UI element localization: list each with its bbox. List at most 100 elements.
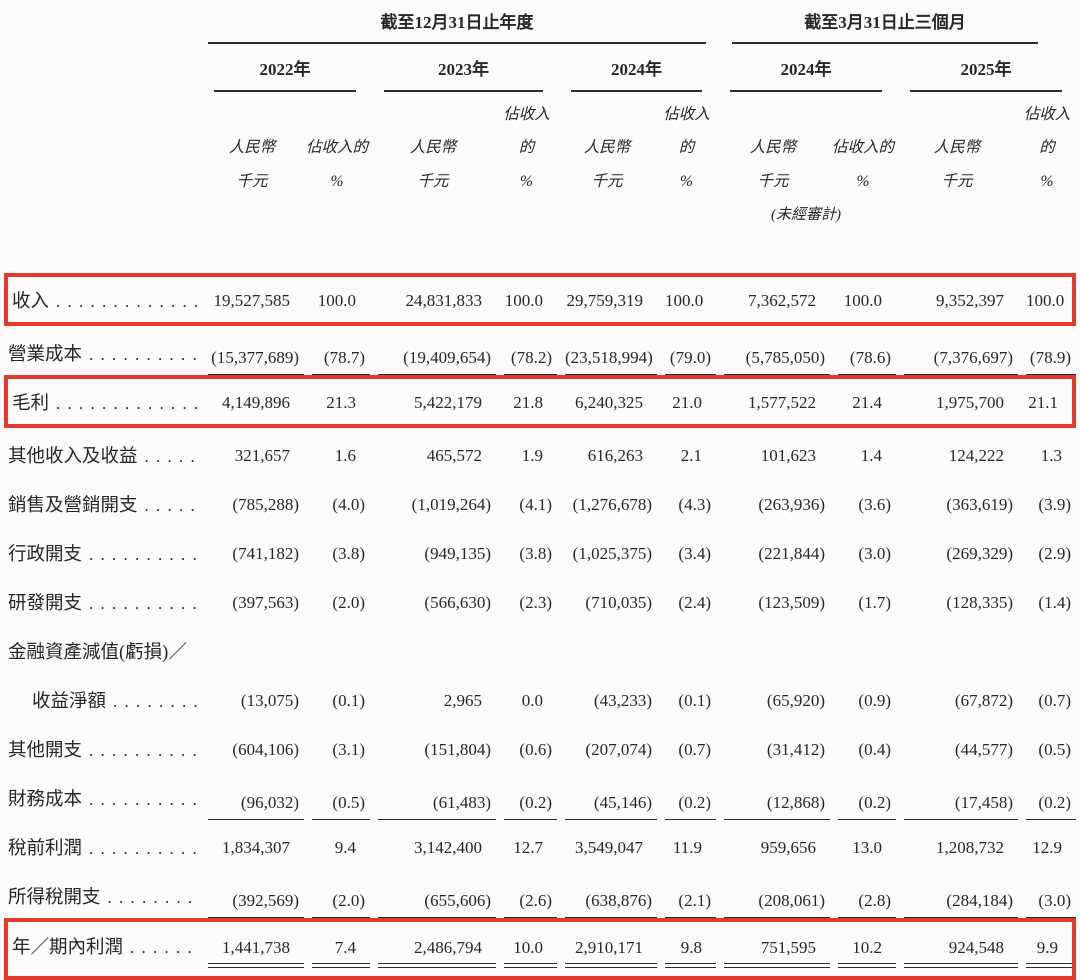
pct-cell: 21.3 <box>304 374 370 428</box>
row-label: 年／期內利潤 . . . . . . . . . . . . . . . . . … <box>4 917 200 980</box>
double-rule <box>565 962 657 968</box>
amount-cell: 2,910,171 <box>557 917 657 980</box>
amount-cell: 465,572 <box>426 445 482 465</box>
pct-cell: 1.6 <box>334 445 356 465</box>
pct-cell: 10.2 <box>830 917 896 980</box>
year-row: 2022年 2023年 2024年 2024年 2025年 <box>4 44 1076 92</box>
amount-cell: (123,509) <box>758 592 825 612</box>
pct-cell: (4.1) <box>519 494 552 514</box>
row-label-text: 營業成本 <box>8 344 83 365</box>
col-group-quarterly-title: 截至3月31日止三個月 <box>732 8 1038 44</box>
row-label-text: 行政開支 <box>8 544 83 565</box>
pct-cell: (0.1) <box>678 690 711 710</box>
pct-cell: 12.9 <box>1032 837 1062 857</box>
amount-cell: 924,548 <box>896 917 1018 980</box>
pct-cell: 1.9 <box>521 445 543 465</box>
pct-cell: 100.0 <box>830 272 896 326</box>
table-body: 收入 . . . . . . . . . . . . . . . . . . . … <box>4 272 1076 980</box>
table-row: 其他開支 . . . . . . . . . . . . . . . . . . … <box>4 722 1076 771</box>
amount-cell: (19,409,654) <box>370 326 496 375</box>
year-header-2024-q1: 2024年 <box>716 44 896 92</box>
pct-cell: (3.8) <box>332 543 365 563</box>
row-label: 稅前利潤 . . . . . . . . . . . . . . . . . . … <box>4 820 200 869</box>
corner-cell <box>4 92 200 200</box>
amount-cell: (566,630) <box>424 592 491 612</box>
amount-header: 人民幣 千元 <box>583 139 631 190</box>
pct-cell: 12.7 <box>513 837 543 857</box>
amount-cell: 6,240,325 <box>557 374 657 428</box>
pct-cell: (4.0) <box>332 494 365 514</box>
pct-cell: (0.7) <box>1038 690 1071 710</box>
amount-cell: (65,920) <box>766 690 825 710</box>
pct-cell: (2.3) <box>519 592 552 612</box>
amount-cell: (1,019,264) <box>411 494 491 514</box>
pct-cell: (0.1) <box>332 690 365 710</box>
amount-cell: (949,135) <box>424 543 491 563</box>
amount-header: 人民幣 千元 <box>749 139 797 190</box>
dot-leader: . . . . . . . . . . . . . . . . . . . . … <box>56 291 198 311</box>
table-row: 年／期內利潤 . . . . . . . . . . . . . . . . . … <box>4 917 1076 980</box>
double-rule <box>208 962 304 968</box>
row-label: 行政開支 . . . . . . . . . . . . . . . . . . … <box>4 526 200 575</box>
amount-cell: (269,329) <box>946 543 1013 563</box>
amount-cell: 3,549,047 <box>575 837 643 857</box>
corner-cell <box>4 44 200 92</box>
table-row: 研發開支 . . . . . . . . . . . . . . . . . . … <box>4 575 1076 624</box>
table-row: 其他收入及收益 . . . . . . . . . . . . . . . . .… <box>4 428 1076 477</box>
percent-header: 佔收入的% <box>305 139 368 190</box>
row-label: 金融資產減值(虧損)／ <box>4 624 200 673</box>
amount-cell: (96,032) <box>200 771 304 820</box>
pct-cell: (2.0) <box>332 592 365 612</box>
double-rule <box>312 962 370 968</box>
amount-cell: (31,412) <box>766 739 825 759</box>
pct-cell: 9.9 <box>1018 917 1076 980</box>
amount-cell: (151,804) <box>424 739 491 759</box>
dot-leader: . . . . . . . . . . . . . . . . . . . . … <box>130 937 198 957</box>
pct-cell: 9.4 <box>334 837 356 857</box>
amount-header: 人民幣 千元 <box>409 139 457 190</box>
amount-cell: (15,377,689) <box>200 326 304 375</box>
amount-cell: 24,831,833 <box>370 272 496 326</box>
table-row: 行政開支 . . . . . . . . . . . . . . . . . . … <box>4 526 1076 575</box>
amount-header: 人民幣 千元 <box>228 139 276 190</box>
year-header-2025-q1: 2025年 <box>896 44 1076 92</box>
amount-cell: 101,623 <box>760 445 816 465</box>
amount-cell: 7,362,572 <box>716 272 830 326</box>
amount-cell: 29,759,319 <box>557 272 657 326</box>
pct-cell: (78.7) <box>304 326 370 375</box>
pct-cell: 13.0 <box>852 837 882 857</box>
amount-cell: 1,834,307 <box>222 837 290 857</box>
corner-cell <box>4 8 200 44</box>
double-rule <box>838 962 896 968</box>
amount-cell: 1,208,732 <box>936 837 1004 857</box>
double-rule <box>724 962 830 968</box>
amount-cell: (23,518,994) <box>557 326 657 375</box>
pct-cell <box>496 624 557 673</box>
pct-cell: (0.5) <box>1038 739 1071 759</box>
pct-cell: 21.4 <box>830 374 896 428</box>
table-row: 金融資產減值(虧損)／ <box>4 624 1076 673</box>
col-group-annual: 截至12月31日止年度 <box>200 8 716 44</box>
amount-cell: 9,352,397 <box>896 272 1018 326</box>
amount-cell <box>200 624 304 673</box>
row-label-text: 收益淨額 <box>32 691 107 712</box>
table-row: 所得稅開支. . . . . . . . . . . . . . . . . .… <box>4 869 1076 918</box>
pct-cell: 21.0 <box>657 374 716 428</box>
pct-cell: (0.7) <box>678 739 711 759</box>
pct-cell: (0.6) <box>519 739 552 759</box>
amount-cell <box>370 624 496 673</box>
amount-cell: 2,486,794 <box>370 917 496 980</box>
pct-cell: 100.0 <box>496 272 557 326</box>
dot-leader: . . . . . . . . . . . . . . . . . . . . … <box>89 344 198 364</box>
row-label-text: 金融資產減值(虧損)／ <box>8 642 187 663</box>
amount-cell: (392,569) <box>200 869 304 918</box>
row-label: 收入 . . . . . . . . . . . . . . . . . . . … <box>4 272 200 326</box>
pct-cell: (2.4) <box>678 592 711 612</box>
pct-cell: 0.0 <box>521 690 543 710</box>
row-label-text: 其他收入及收益 <box>8 446 138 467</box>
unaudited-note: (未經審計) <box>771 206 841 223</box>
pct-cell: (3.8) <box>519 543 552 563</box>
amount-cell: 2,965 <box>443 690 482 710</box>
dot-leader: . . . . . . . . . . . . . . . . . . . . … <box>89 740 198 760</box>
amount-cell: 19,527,585 <box>200 272 304 326</box>
